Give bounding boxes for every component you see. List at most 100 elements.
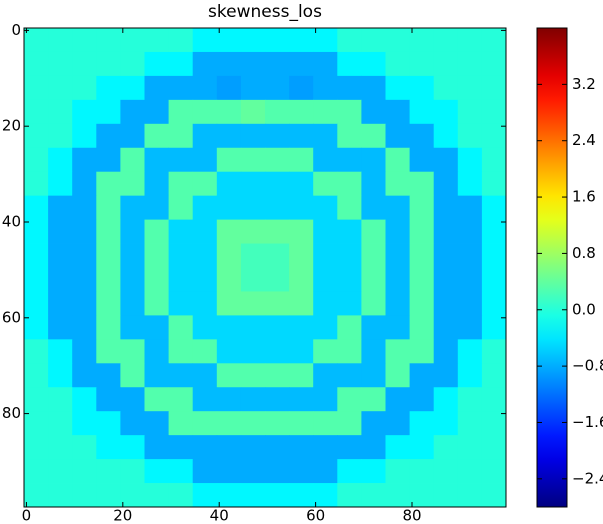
heatmap-cell	[481, 147, 507, 173]
colorbar-tick-label: −0.8	[572, 357, 603, 375]
heatmap-cell	[216, 315, 242, 340]
heatmap-cell	[96, 291, 121, 316]
heatmap-cell	[337, 75, 362, 101]
heatmap-cell	[240, 28, 266, 53]
heatmap-cell	[120, 195, 145, 220]
heatmap-cell	[337, 435, 362, 460]
heatmap-cell	[48, 435, 73, 460]
heatmap-cell	[385, 411, 410, 436]
heatmap-cell	[48, 171, 73, 197]
heatmap-cell	[361, 435, 386, 460]
heatmap-cell	[409, 363, 435, 388]
heatmap-cell	[361, 123, 386, 149]
heatmap-cell	[192, 291, 218, 316]
heatmap-cell	[240, 411, 266, 436]
heatmap-cell	[192, 363, 218, 388]
heatmap-cell	[24, 75, 49, 101]
heatmap-cell	[433, 435, 459, 460]
heatmap-cell	[313, 315, 338, 340]
heatmap-cell	[481, 339, 507, 364]
heatmap-cell	[265, 195, 290, 220]
heatmap-cell	[409, 267, 435, 292]
heatmap-cell	[24, 411, 49, 436]
heatmap-cell	[265, 435, 290, 460]
heatmap-cell	[337, 219, 362, 244]
heatmap-cell	[144, 219, 169, 244]
heatmap-cell	[192, 243, 218, 268]
heatmap-cell	[72, 363, 97, 388]
heatmap-cell	[48, 411, 73, 436]
heatmap-cell	[265, 171, 290, 197]
heatmap-cell	[265, 99, 290, 125]
heatmap-cell	[409, 147, 435, 173]
y-tick-label: 0	[11, 21, 21, 39]
x-tick-label: 80	[402, 507, 421, 524]
heatmap-cell	[361, 195, 386, 220]
heatmap-cell	[265, 243, 290, 268]
heatmap-cell	[385, 171, 410, 197]
heatmap-cell	[192, 387, 218, 412]
heatmap-cell	[433, 339, 459, 364]
heatmap-cell	[337, 147, 362, 173]
heatmap-cell	[48, 195, 73, 220]
heatmap-cell	[409, 123, 435, 149]
heatmap-cell	[96, 267, 121, 292]
heatmap-cell	[385, 435, 410, 460]
heatmap-cell	[337, 339, 362, 364]
heatmap-cell	[433, 387, 459, 412]
heatmap-cell	[216, 147, 242, 173]
heatmap-cell	[289, 219, 314, 244]
heatmap-cell	[72, 315, 97, 340]
heatmap-cell	[313, 291, 338, 316]
heatmap-cell	[361, 28, 386, 53]
heatmap-cell	[457, 267, 483, 292]
heatmap-cell	[433, 459, 459, 484]
heatmap-cell	[289, 291, 314, 316]
heatmap-cell	[216, 387, 242, 412]
heatmap-cell	[96, 339, 121, 364]
heatmap-cell	[457, 28, 483, 53]
heatmap-cell	[409, 75, 435, 101]
heatmap-cell	[385, 99, 410, 125]
heatmap-cell	[192, 267, 218, 292]
heatmap-cell	[144, 363, 169, 388]
heatmap-cell	[120, 291, 145, 316]
heatmap-cell	[433, 291, 459, 316]
heatmap-cell	[385, 219, 410, 244]
heatmap-cell	[216, 123, 242, 149]
heatmap-cell	[96, 195, 121, 220]
heatmap-cell	[240, 123, 266, 149]
heatmap-cell	[24, 435, 49, 460]
heatmap-cell	[265, 123, 290, 149]
heatmap-cell	[265, 75, 290, 101]
heatmap-cell	[240, 267, 266, 292]
heatmap-cell	[72, 195, 97, 220]
heatmap-cell	[96, 363, 121, 388]
heatmap-cell	[289, 123, 314, 149]
heatmap-cell	[313, 483, 338, 508]
heatmap-cell	[385, 75, 410, 101]
heatmap-cell	[289, 99, 314, 125]
heatmap-cell	[457, 387, 483, 412]
heatmap-cell	[24, 51, 49, 77]
heatmap-cell	[96, 147, 121, 173]
heatmap-cell	[361, 147, 386, 173]
heatmap-cell	[192, 411, 218, 436]
heatmap-cell	[313, 99, 338, 125]
colorbar-tick-label: 0.0	[572, 300, 596, 318]
heatmap-cell	[72, 243, 97, 268]
heatmap-cell	[313, 51, 338, 77]
heatmap-cell	[48, 387, 73, 412]
heatmap-cell	[481, 99, 507, 125]
heatmap-cell	[24, 171, 49, 197]
heatmap-cell	[289, 339, 314, 364]
heatmap-cell	[313, 123, 338, 149]
heatmap-cell	[168, 435, 194, 460]
heatmap-cell	[289, 387, 314, 412]
heatmap-cell	[96, 171, 121, 197]
heatmap-cell	[48, 483, 73, 508]
heatmap-cell	[240, 51, 266, 77]
heatmap-cell	[240, 363, 266, 388]
heatmap-cell	[216, 75, 242, 101]
heatmap-cell	[216, 28, 242, 53]
